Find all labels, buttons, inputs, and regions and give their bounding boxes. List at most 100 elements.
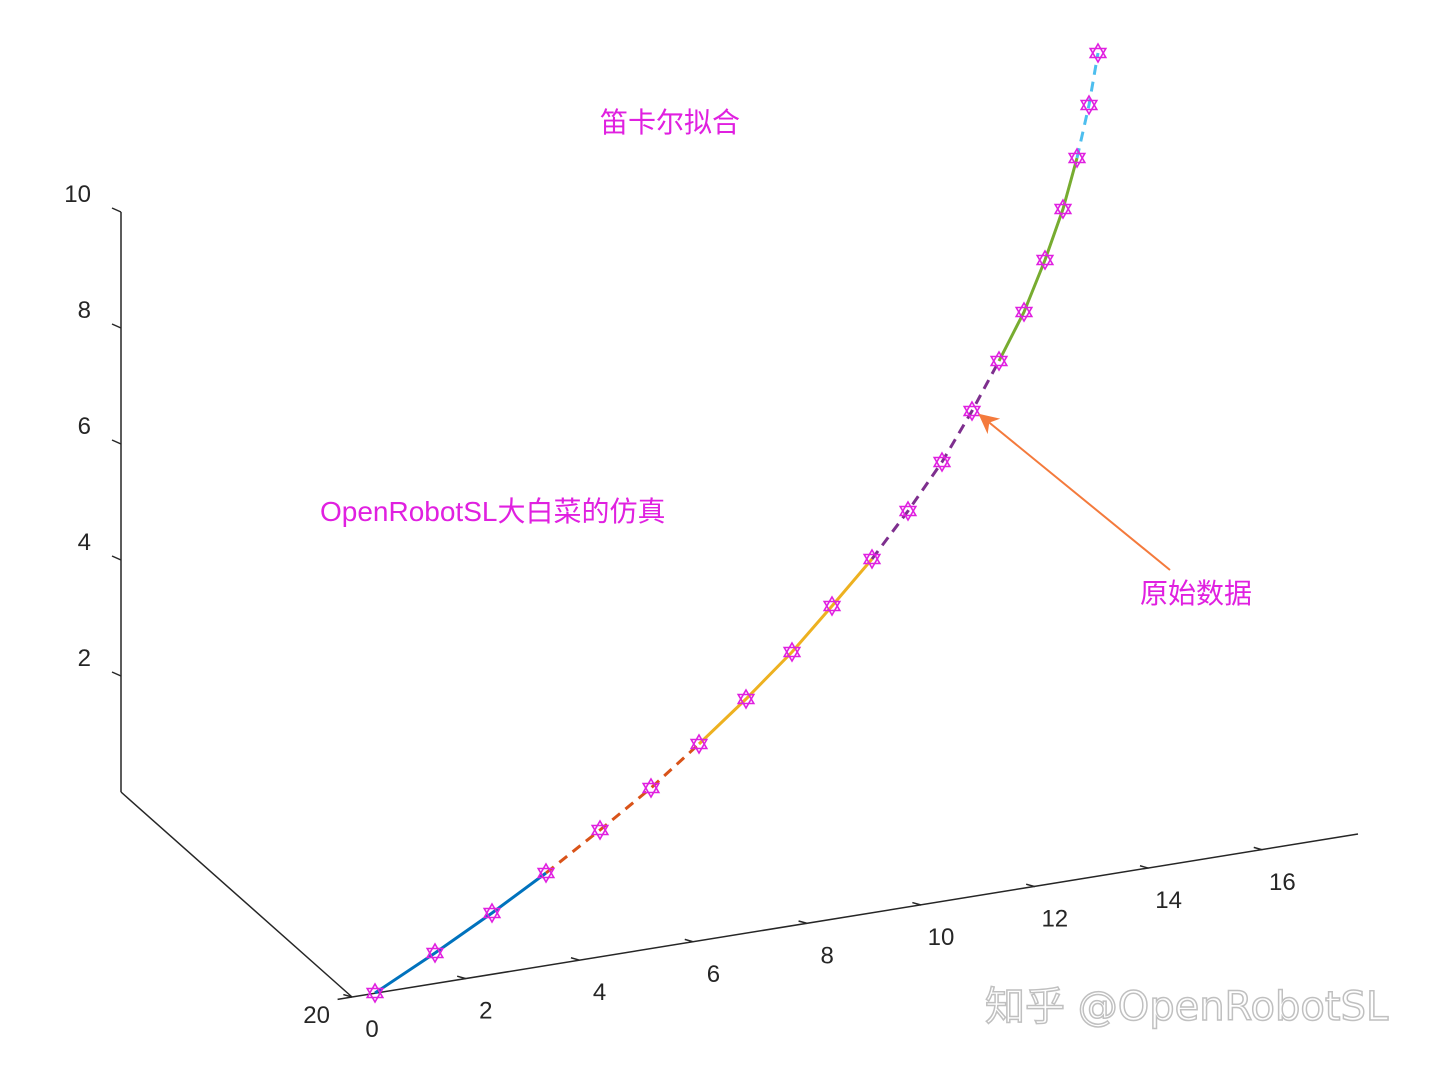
hexagram-triangle-down: [1035, 254, 1055, 271]
hexagram-triangle-up: [932, 451, 952, 468]
y-tick-label: 20: [303, 1002, 330, 1029]
x-tick-label: 14: [1155, 887, 1182, 914]
z-tick: [111, 555, 122, 561]
z-tick-label: 2: [78, 645, 91, 672]
data-point-marker: [1079, 94, 1099, 116]
x-tick: [912, 901, 922, 906]
x-tick-label: 12: [1041, 906, 1068, 933]
curve-segment-4: [870, 360, 1001, 560]
data-point-marker: [641, 777, 661, 799]
x-tick: [456, 975, 467, 980]
x-tick-label: 4: [593, 979, 606, 1006]
hexagram-triangle-down: [1014, 306, 1034, 323]
hexagram-triangle-up: [962, 400, 982, 417]
hexagram-triangle-up: [1053, 198, 1073, 215]
data-point-marker: [782, 641, 802, 663]
data-point-marker: [590, 819, 610, 841]
hexagram-triangle-down: [736, 693, 756, 710]
z-tick-label: 4: [78, 529, 91, 556]
hexagram-triangle-down: [822, 600, 842, 617]
hexagram-triangle-down: [989, 355, 1009, 372]
hexagram-triangle-up: [689, 733, 709, 750]
hexagram-triangle-up: [989, 350, 1009, 367]
original-data-markers: [365, 42, 1108, 1004]
annotation-top: 笛卡尔拟合: [600, 107, 740, 138]
hexagram-triangle-up: [898, 500, 918, 517]
hexagram-triangle-down: [898, 505, 918, 522]
data-point-marker: [862, 548, 882, 570]
data-point-marker: [1014, 301, 1034, 323]
data-point-marker: [536, 862, 556, 884]
z-tick-label: 6: [78, 413, 91, 440]
curve-segment-3: [697, 558, 874, 746]
curve-segment-2: [545, 742, 701, 875]
x-tick: [798, 920, 808, 925]
y-tick: [337, 996, 353, 1001]
hexagram-triangle-up: [1088, 42, 1108, 59]
hexagram-triangle-down: [782, 646, 802, 663]
hexagram-triangle-down: [1079, 99, 1099, 116]
data-point-marker: [962, 400, 982, 422]
hexagram-triangle-down: [1067, 152, 1087, 169]
data-point-marker: [425, 942, 445, 964]
data-point-marker: [689, 733, 709, 755]
y-axis-line: [120, 791, 353, 998]
data-point-marker: [482, 902, 502, 924]
x-tick: [1025, 883, 1036, 888]
z-tick: [111, 207, 122, 213]
data-point-marker: [1035, 249, 1055, 271]
hexagram-triangle-down: [641, 782, 661, 799]
x-tick: [1253, 846, 1263, 851]
hexagram-triangle-down: [536, 867, 556, 884]
data-point-marker: [1088, 42, 1108, 64]
hexagram-triangle-up: [425, 942, 445, 959]
x-tick-label: 8: [821, 942, 834, 969]
x-tick: [684, 938, 694, 943]
watermark: 知乎 @OpenRobotSL: [985, 984, 1389, 1030]
hexagram-triangle-up: [1035, 249, 1055, 266]
fitted-curve: [374, 52, 1100, 995]
x-tick-label: 0: [365, 1016, 378, 1043]
curve-segment-1: [374, 871, 547, 995]
x-axis-line: [351, 833, 1359, 998]
hexagram-triangle-up: [736, 688, 756, 705]
annotation-middle: OpenRobotSL大白菜的仿真: [320, 496, 665, 527]
hexagram-triangle-up: [1079, 94, 1099, 111]
x-tick: [570, 957, 580, 961]
data-point-marker: [736, 688, 756, 710]
axes-frame: [120, 212, 1359, 998]
hexagram-triangle-up: [482, 902, 502, 919]
data-point-marker: [1053, 198, 1073, 220]
hexagram-triangle-up: [782, 641, 802, 658]
hexagram-triangle-up: [641, 777, 661, 794]
hexagram-triangle-down: [932, 456, 952, 473]
hexagram-triangle-up: [365, 982, 385, 999]
hexagram-triangle-up: [862, 548, 882, 565]
data-point-marker: [365, 982, 385, 1004]
hexagram-triangle-down: [482, 907, 502, 924]
z-tick: [111, 439, 122, 445]
hexagram-triangle-down: [1088, 47, 1108, 64]
z-tick: [111, 323, 122, 329]
axis-ticks: [111, 207, 1263, 1001]
hexagram-triangle-down: [862, 553, 882, 570]
z-tick-label: 8: [78, 297, 91, 324]
x-tick: [1139, 865, 1149, 869]
hexagram-triangle-up: [822, 595, 842, 612]
hexagram-triangle-up: [536, 862, 556, 879]
axis-tick-labels: 02468101214161214161820246810: [64, 181, 1296, 1043]
x-tick-label: 6: [707, 961, 720, 988]
curve-segment-6: [1075, 52, 1100, 159]
data-point-marker: [989, 350, 1009, 372]
data-point-marker: [1067, 147, 1087, 169]
hexagram-triangle-up: [1014, 301, 1034, 318]
data-point-marker: [932, 451, 952, 473]
hexagram-triangle-down: [590, 824, 610, 841]
hexagram-triangle-up: [1067, 147, 1087, 164]
data-point-marker: [822, 595, 842, 617]
x-tick-label: 2: [479, 998, 492, 1025]
hexagram-triangle-down: [425, 947, 445, 964]
x-tick-label: 16: [1269, 869, 1296, 896]
annotation-arrow-label: 原始数据: [1140, 578, 1252, 609]
